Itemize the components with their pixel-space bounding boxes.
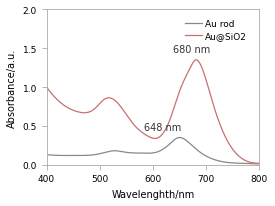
Au@SiO2 (215, 114, 218, 117)
Au@SiO2 (67, 107, 70, 110)
X-axis label: Wavelenghth/nm: Wavelenghth/nm (111, 189, 195, 199)
Text: 648 nm: 648 nm (144, 123, 181, 132)
Au@SiO2 (257, 162, 260, 165)
Au rod (211, 158, 215, 160)
Text: 680 nm: 680 nm (173, 44, 210, 54)
Legend: Au rod, Au@SiO2: Au rod, Au@SiO2 (182, 16, 251, 44)
Y-axis label: Absorbance/a.u.: Absorbance/a.u. (7, 48, 17, 127)
Au@SiO2 (211, 102, 215, 105)
Au rod (258, 163, 261, 165)
Au rod (45, 154, 48, 156)
Au@SiO2 (139, 130, 142, 133)
Au@SiO2 (45, 87, 48, 89)
Line: Au rod: Au rod (46, 138, 259, 164)
Au rod (139, 152, 142, 154)
Au rod (178, 137, 181, 139)
Au@SiO2 (194, 59, 198, 62)
Line: Au@SiO2: Au@SiO2 (46, 61, 259, 163)
Au@SiO2 (191, 62, 194, 65)
Au rod (67, 154, 70, 157)
Au@SiO2 (131, 122, 134, 125)
Au rod (131, 152, 134, 154)
Au@SiO2 (258, 162, 261, 165)
Au rod (215, 159, 218, 162)
Au rod (191, 145, 195, 148)
